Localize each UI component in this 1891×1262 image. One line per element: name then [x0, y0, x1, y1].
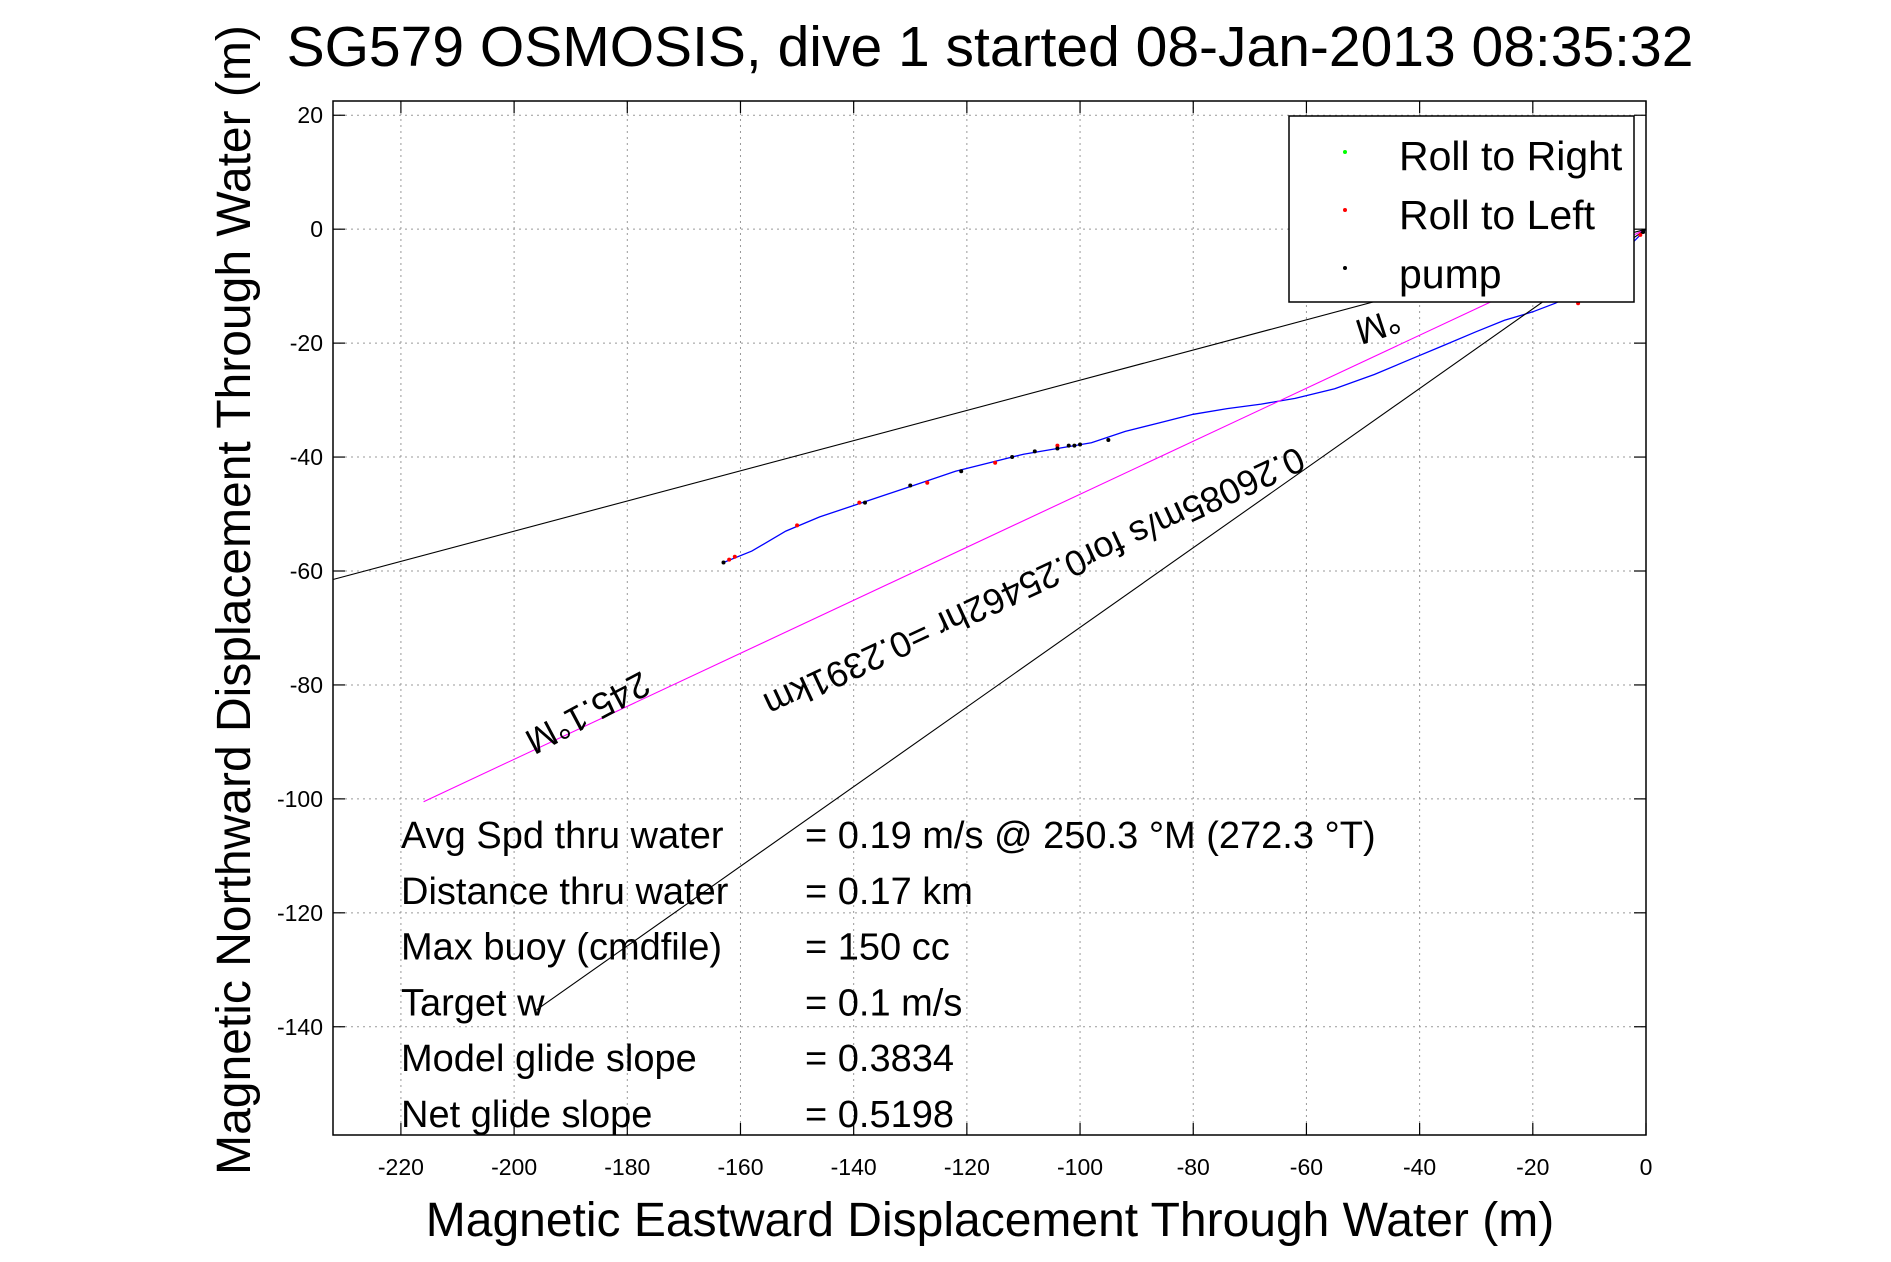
y-tick-label: -20	[290, 330, 323, 356]
stat-label: Model glide slope	[401, 1038, 697, 1080]
y-tick-label: -40	[290, 444, 323, 470]
y-tick-label: -140	[277, 1014, 323, 1040]
data-point	[1106, 437, 1111, 442]
stat-value: = 0.3834	[805, 1038, 954, 1080]
data-point	[1010, 455, 1015, 460]
x-tick-label: -100	[1057, 1154, 1103, 1180]
stat-label: Avg Spd thru water	[401, 815, 724, 857]
data-point	[862, 500, 867, 505]
legend-marker-pump	[1343, 266, 1347, 270]
data-point	[1055, 443, 1060, 448]
stat-value: = 150 cc	[805, 927, 950, 969]
x-tick-label: -40	[1403, 1154, 1436, 1180]
reference-line	[423, 228, 1647, 803]
stat-label: Distance thru water	[401, 871, 729, 913]
x-tick-label: -140	[831, 1154, 877, 1180]
data-point	[1055, 446, 1060, 451]
chart-title: SG579 OSMOSIS, dive 1 started 08-Jan-201…	[287, 15, 1694, 79]
x-axis-ticks: -220 -200 -180 -160 -140 -120 -100 -80 -60 -40 -20…	[378, 101, 1653, 1180]
grid	[333, 101, 1647, 1135]
stat-label: Target w	[401, 982, 545, 1024]
data-point	[1072, 443, 1077, 448]
data-point	[857, 500, 862, 505]
x-tick-label: -200	[491, 1154, 537, 1180]
y-tick-label: -80	[290, 672, 323, 698]
legend-label-pump: pump	[1399, 251, 1502, 297]
data-point	[1078, 442, 1083, 447]
y-tick-label: -60	[290, 558, 323, 584]
x-tick-label: -120	[944, 1154, 990, 1180]
y-axis-ticks: 20 0 -20 -40 -60 -80 -100 -120 -140	[277, 102, 1646, 1040]
data-point	[1032, 449, 1037, 454]
stats-block: Avg Spd thru water = 0.19 m/s @ 250.3 °M …	[401, 815, 1376, 1136]
data-point	[795, 523, 800, 528]
x-tick-label: -180	[604, 1154, 650, 1180]
stat-value: = 0.17 km	[805, 871, 973, 913]
stat-label: Max buoy (cmdfile)	[401, 927, 722, 969]
x-axis-label: Magnetic Eastward Displacement Through W…	[426, 1194, 1554, 1247]
y-tick-label: 0	[310, 216, 323, 242]
stat-value: = 0.1 m/s	[805, 982, 962, 1024]
data-point	[1638, 232, 1643, 237]
x-tick-label: -20	[1516, 1154, 1549, 1180]
data-point	[925, 480, 930, 485]
x-tick-label: -160	[717, 1154, 763, 1180]
data-point	[727, 557, 732, 562]
stat-label: Net glide slope	[401, 1094, 652, 1136]
stat-value: = 0.5198	[805, 1094, 954, 1136]
x-tick-label: -220	[378, 1154, 424, 1180]
y-tick-label: 20	[297, 102, 323, 128]
data-point	[1066, 443, 1071, 448]
y-tick-label: -120	[277, 900, 323, 926]
x-tick-label: -60	[1290, 1154, 1323, 1180]
reference-line	[536, 228, 1647, 1011]
data-point	[993, 460, 998, 465]
y-axis-label: Magnetic Northward Displacement Through …	[208, 25, 261, 1175]
legend-marker-roll-right	[1343, 150, 1347, 154]
legend-label-roll-left: Roll to Left	[1399, 192, 1596, 238]
data-point	[721, 560, 726, 565]
legend-marker-roll-left	[1343, 208, 1347, 212]
legend-label-roll-right: Roll to Right	[1399, 133, 1623, 179]
data-point	[1641, 230, 1646, 235]
data-point	[732, 554, 737, 559]
x-tick-label: 0	[1640, 1154, 1653, 1180]
stat-value: = 0.19 m/s @ 250.3 °M (272.3 °T)	[805, 815, 1376, 857]
data-point	[959, 469, 964, 474]
x-tick-label: -80	[1177, 1154, 1210, 1180]
legend: Roll to Right Roll to Left pump	[1288, 115, 1635, 303]
y-tick-label: -100	[277, 786, 323, 812]
data-point	[908, 483, 913, 488]
plot-frame	[332, 100, 1647, 1136]
